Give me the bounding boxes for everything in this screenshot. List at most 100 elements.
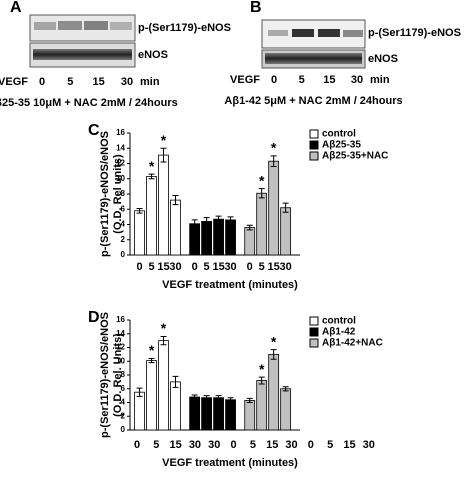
error-bar (282, 202, 289, 213)
x-tick-label: 5 (153, 439, 159, 451)
bar (170, 381, 181, 431)
time-label: 15 (323, 74, 335, 86)
time-label: 0 (271, 74, 277, 86)
error-bar (203, 217, 210, 226)
x-tick-label: 0 (192, 261, 198, 273)
significance-mark: * (161, 320, 167, 336)
legend-swatch (309, 316, 319, 326)
legend-swatch (309, 151, 319, 161)
x-tick-label: 5 (259, 261, 265, 273)
y-tick-label: 10 (116, 174, 125, 183)
y-tick-label: 10 (116, 356, 125, 365)
x-tick-label: 0 (308, 439, 314, 451)
significance-mark: * (259, 172, 265, 188)
significance-mark: * (271, 333, 277, 349)
significance-mark: * (271, 140, 277, 156)
y-tick-label: 14 (116, 329, 125, 338)
band-label: eNOS (138, 49, 168, 61)
bar (134, 210, 145, 256)
legend-swatch (309, 327, 319, 337)
band-label: p-(Ser1179)-eNOS (138, 22, 231, 34)
blot-band (84, 21, 108, 30)
y-tick-label: 2 (121, 411, 126, 420)
unit-label: min (370, 74, 390, 86)
x-tick-label: 5 (327, 439, 333, 451)
legend-label: Aβ1-42 (322, 327, 356, 338)
bar (158, 340, 169, 431)
y-axis-label: p-(Ser1179)-eNOS/eNOS (99, 131, 111, 257)
unit-label: min (140, 76, 160, 88)
error-bar (160, 147, 167, 163)
error-bar (191, 394, 198, 400)
bar (146, 176, 157, 256)
bar (268, 353, 280, 431)
x-tick-label: 15 (212, 261, 224, 273)
panel-label: C (88, 122, 100, 139)
error-bar (258, 376, 265, 385)
legend-label: Aβ25-35 (322, 140, 361, 151)
error-bar (246, 224, 253, 231)
error-bar (215, 215, 222, 223)
bar (268, 160, 280, 256)
y-tick-label: 2 (121, 235, 126, 244)
significance-mark: * (149, 342, 155, 358)
bar (189, 396, 201, 431)
bar (213, 397, 224, 431)
x-tick-label: 0 (137, 261, 143, 273)
x-tick-label: 15 (343, 439, 355, 451)
error-bar (282, 386, 289, 392)
bar (201, 397, 213, 431)
bar (280, 388, 292, 431)
legend-swatch (309, 129, 319, 139)
x-tick-label: 30 (189, 439, 201, 451)
x-tick-label: 15 (266, 439, 278, 451)
blot-band (292, 29, 314, 37)
y-tick-label: 6 (121, 384, 126, 393)
treatment-label: VEGF (0, 76, 28, 88)
blot-band (265, 53, 362, 64)
x-tick-label: 30 (169, 261, 181, 273)
x-tick-label: 5 (250, 439, 256, 451)
error-bar (246, 397, 253, 403)
y-tick-label: 4 (121, 220, 126, 229)
x-tick-label: 30 (363, 439, 375, 451)
band-label: eNOS (368, 53, 398, 65)
x-tick-label: 30 (280, 261, 292, 273)
x-tick-label: 0 (247, 261, 253, 273)
bar (189, 223, 201, 256)
x-tick-label: 30 (224, 261, 236, 273)
legend-swatch (309, 140, 319, 150)
bar (280, 207, 292, 256)
bar (225, 399, 236, 431)
bar (225, 219, 236, 256)
treatment-label: VEGF (230, 74, 260, 86)
y-tick-label: 16 (116, 315, 125, 324)
x-axis-label: VEGF treatment (minutes) (162, 457, 298, 469)
y-tick-label: 16 (116, 128, 125, 137)
bar (244, 400, 256, 431)
error-bar (148, 358, 155, 364)
error-bar (270, 349, 277, 360)
y-tick-label: 12 (116, 343, 125, 352)
error-bar (203, 395, 210, 401)
x-tick-label: 0 (134, 439, 140, 451)
y-tick-label: 0 (121, 425, 126, 434)
y-tick-label: 14 (116, 143, 125, 152)
error-bar (270, 155, 277, 168)
error-bar (160, 336, 167, 346)
error-bar (136, 207, 143, 214)
x-tick-label: 30 (285, 439, 297, 451)
error-bar (215, 395, 222, 401)
x-tick-label: 15 (157, 261, 169, 273)
error-bar (227, 397, 234, 403)
significance-mark: * (161, 132, 167, 148)
x-tick-label: 5 (148, 261, 154, 273)
y-tick-label: 8 (121, 370, 126, 379)
band-label: p-(Ser1179)-eNOS (368, 27, 461, 39)
y-tick-label: 0 (121, 250, 126, 259)
significance-mark: * (259, 361, 265, 377)
blot-band (33, 49, 132, 60)
bar (170, 199, 181, 256)
caption: Aβ1-42 5μM + NAC 2mM / 24hours (224, 95, 402, 107)
bar (244, 227, 256, 256)
